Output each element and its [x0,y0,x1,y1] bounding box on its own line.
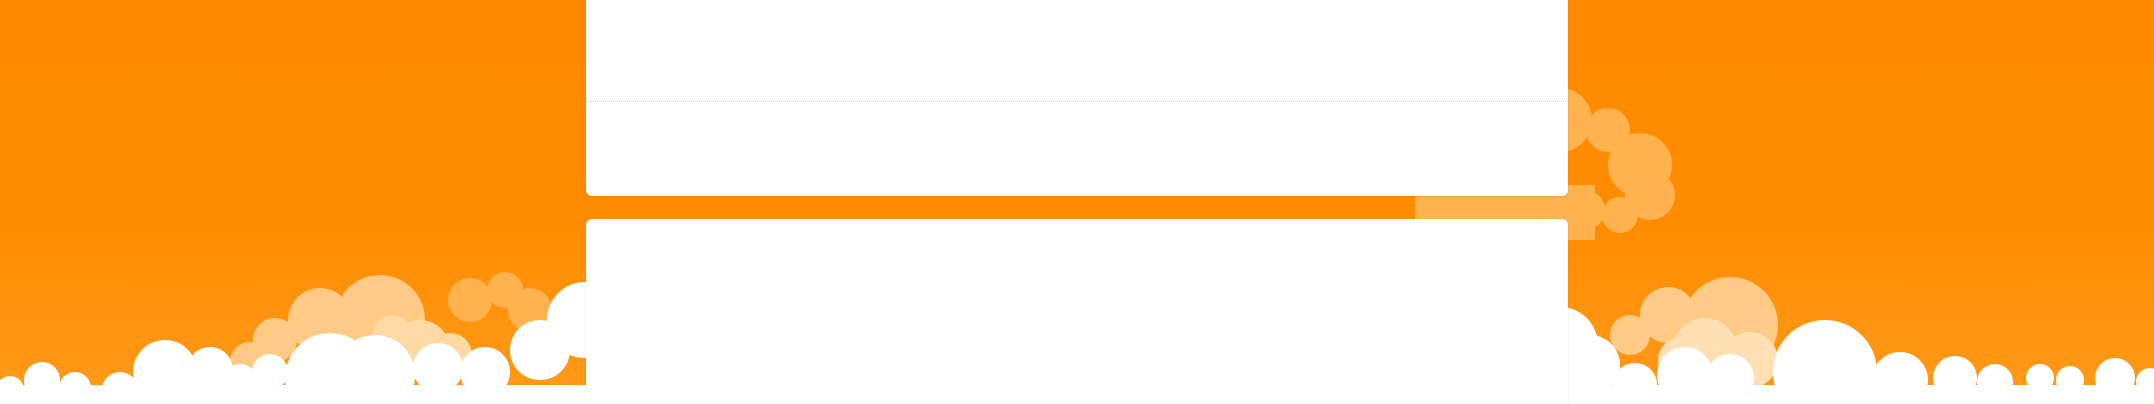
card-divider [586,101,1568,102]
bottom-card [586,219,1568,404]
top-card [586,0,1568,196]
